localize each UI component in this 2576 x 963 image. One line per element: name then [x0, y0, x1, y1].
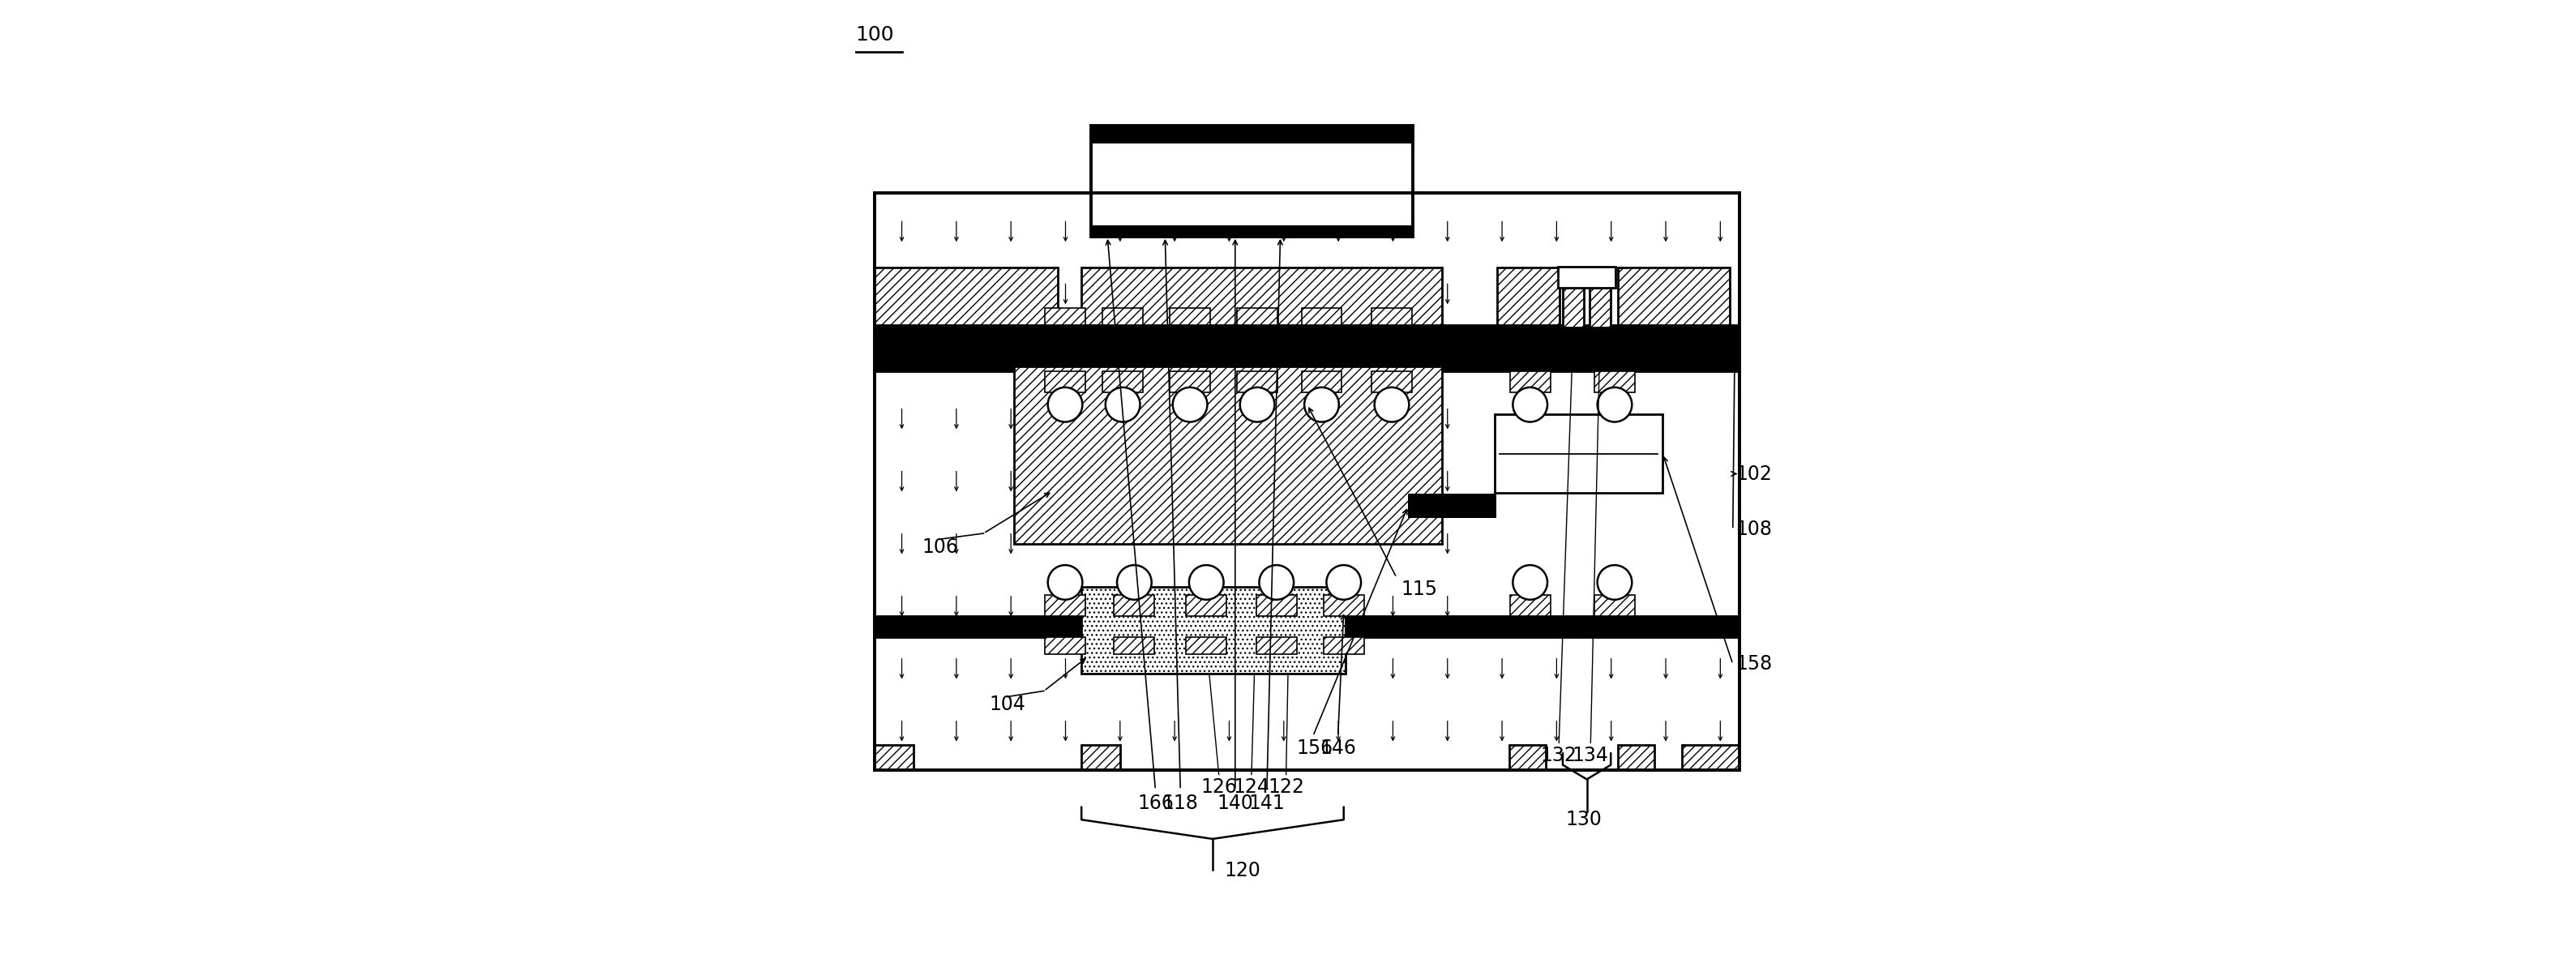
Text: 118: 118	[1162, 794, 1198, 813]
Bar	[1301, 308, 1342, 325]
Bar	[1510, 744, 1546, 769]
Bar	[1046, 371, 1084, 392]
Bar	[1170, 308, 1211, 325]
Text: 126: 126	[1200, 777, 1236, 796]
Circle shape	[1118, 565, 1151, 600]
Bar	[1595, 595, 1636, 616]
Bar	[1618, 744, 1654, 769]
Bar	[1092, 225, 1412, 237]
Bar	[876, 268, 1056, 325]
Bar	[1558, 267, 1615, 287]
Text: 102: 102	[1736, 464, 1772, 483]
Circle shape	[1048, 387, 1082, 422]
Bar	[1564, 287, 1584, 327]
Text: 140: 140	[1216, 794, 1255, 813]
Bar	[1257, 638, 1296, 654]
Bar	[1236, 308, 1278, 325]
Bar	[1046, 638, 1084, 654]
Bar	[1236, 371, 1278, 392]
Circle shape	[1260, 565, 1293, 600]
Text: 158: 158	[1736, 654, 1772, 674]
Bar	[1370, 371, 1412, 392]
Bar	[876, 325, 1739, 371]
Bar	[876, 616, 1739, 638]
Bar	[1103, 308, 1144, 325]
Bar	[1082, 587, 1345, 674]
Bar	[1497, 268, 1561, 325]
Text: 106: 106	[922, 537, 958, 557]
Bar	[1595, 371, 1636, 392]
Circle shape	[1512, 565, 1548, 600]
Bar	[1092, 126, 1412, 237]
Circle shape	[1172, 387, 1208, 422]
Text: 141: 141	[1249, 794, 1285, 813]
Bar	[1046, 595, 1084, 616]
Bar	[876, 744, 914, 769]
Bar	[1082, 268, 1443, 325]
Circle shape	[1303, 387, 1340, 422]
Bar	[1618, 268, 1731, 325]
Circle shape	[1190, 565, 1224, 600]
Bar	[1113, 595, 1154, 616]
Text: 122: 122	[1267, 777, 1303, 796]
Bar	[1682, 744, 1739, 769]
Text: 108: 108	[1736, 520, 1772, 539]
Bar	[1170, 371, 1211, 392]
Text: 120: 120	[1224, 861, 1262, 880]
Text: 104: 104	[989, 694, 1025, 715]
Bar	[1409, 494, 1497, 518]
Circle shape	[1105, 387, 1141, 422]
Bar	[1103, 371, 1144, 392]
Bar	[876, 194, 1739, 769]
Circle shape	[1048, 565, 1082, 600]
Bar	[1370, 308, 1412, 325]
Text: 115: 115	[1401, 580, 1437, 599]
Bar	[1092, 126, 1412, 143]
Text: 134: 134	[1571, 745, 1610, 765]
Circle shape	[1597, 565, 1633, 600]
Circle shape	[1512, 387, 1548, 422]
Bar	[1185, 595, 1226, 616]
Text: 100: 100	[855, 25, 894, 44]
Bar	[1257, 595, 1296, 616]
Bar	[1046, 308, 1084, 325]
Text: 146: 146	[1319, 739, 1355, 758]
Circle shape	[1239, 387, 1275, 422]
Bar	[1324, 638, 1363, 654]
Text: 166: 166	[1136, 794, 1175, 813]
Text: 124: 124	[1234, 777, 1270, 796]
Circle shape	[1327, 565, 1360, 600]
Bar	[1185, 638, 1226, 654]
Bar	[1510, 371, 1551, 392]
Text: 156: 156	[1296, 739, 1334, 758]
Bar	[1324, 595, 1363, 616]
Bar	[1015, 366, 1443, 544]
Text: 130: 130	[1566, 810, 1602, 829]
Bar	[1113, 638, 1154, 654]
Text: 132: 132	[1540, 745, 1577, 765]
Circle shape	[1376, 387, 1409, 422]
Bar	[1589, 287, 1610, 327]
Bar	[1510, 595, 1551, 616]
Circle shape	[1597, 387, 1633, 422]
Bar	[876, 194, 1739, 769]
Bar	[1494, 414, 1662, 493]
Bar	[1082, 744, 1121, 769]
Bar	[1301, 371, 1342, 392]
